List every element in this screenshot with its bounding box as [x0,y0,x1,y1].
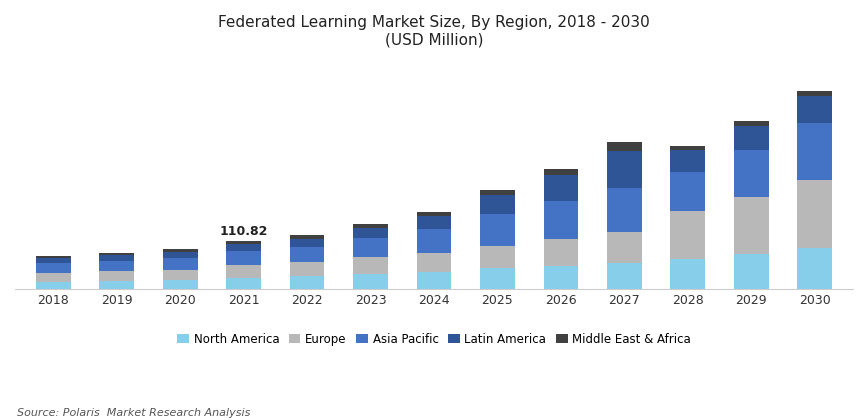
Bar [226,252,261,265]
Bar [417,272,451,289]
Bar [607,151,642,188]
Bar [162,270,198,280]
Bar [36,258,70,263]
Bar [543,169,578,175]
Bar [353,274,388,289]
Bar [670,171,706,211]
Bar [734,254,769,289]
Bar [670,259,706,289]
Bar [162,280,198,289]
Bar [607,263,642,289]
Bar [417,229,451,253]
Text: Source: Polaris  Market Research Analysis: Source: Polaris Market Research Analysis [17,408,251,418]
Bar [36,281,70,289]
Bar [36,273,70,281]
Bar [480,246,515,268]
Bar [607,188,642,232]
Bar [480,194,515,214]
Bar [226,278,261,289]
Bar [36,256,70,258]
Text: 110.82: 110.82 [220,225,267,238]
Bar [543,266,578,289]
Bar [607,232,642,263]
Bar [543,175,578,201]
Bar [670,146,706,150]
Bar [226,241,261,244]
Bar [417,212,451,216]
Bar [734,121,769,126]
Bar [290,247,325,262]
Bar [353,238,388,257]
Bar [99,271,134,281]
Bar [290,239,325,247]
Bar [290,262,325,276]
Bar [607,142,642,151]
Bar [798,91,832,97]
Bar [480,268,515,289]
Bar [290,276,325,289]
Bar [734,197,769,254]
Bar [226,265,261,278]
Bar [162,252,198,258]
Bar [480,214,515,246]
Bar [99,255,134,261]
Bar [798,180,832,248]
Bar [290,235,325,239]
Bar [798,123,832,180]
Bar [353,257,388,274]
Bar [417,216,451,229]
Bar [670,150,706,171]
Bar [162,258,198,270]
Bar [417,253,451,272]
Bar [353,224,388,228]
Bar [99,281,134,289]
Bar [543,201,578,239]
Bar [798,248,832,289]
Bar [162,249,198,252]
Bar [734,150,769,197]
Bar [543,239,578,266]
Bar [670,211,706,259]
Bar [734,126,769,150]
Legend: North America, Europe, Asia Pacific, Latin America, Middle East & Africa: North America, Europe, Asia Pacific, Lat… [172,328,696,350]
Bar [99,253,134,255]
Bar [99,261,134,271]
Bar [353,228,388,238]
Bar [36,263,70,273]
Title: Federated Learning Market Size, By Region, 2018 - 2030
(USD Million): Federated Learning Market Size, By Regio… [218,15,650,47]
Bar [226,244,261,252]
Bar [798,97,832,123]
Bar [480,190,515,194]
